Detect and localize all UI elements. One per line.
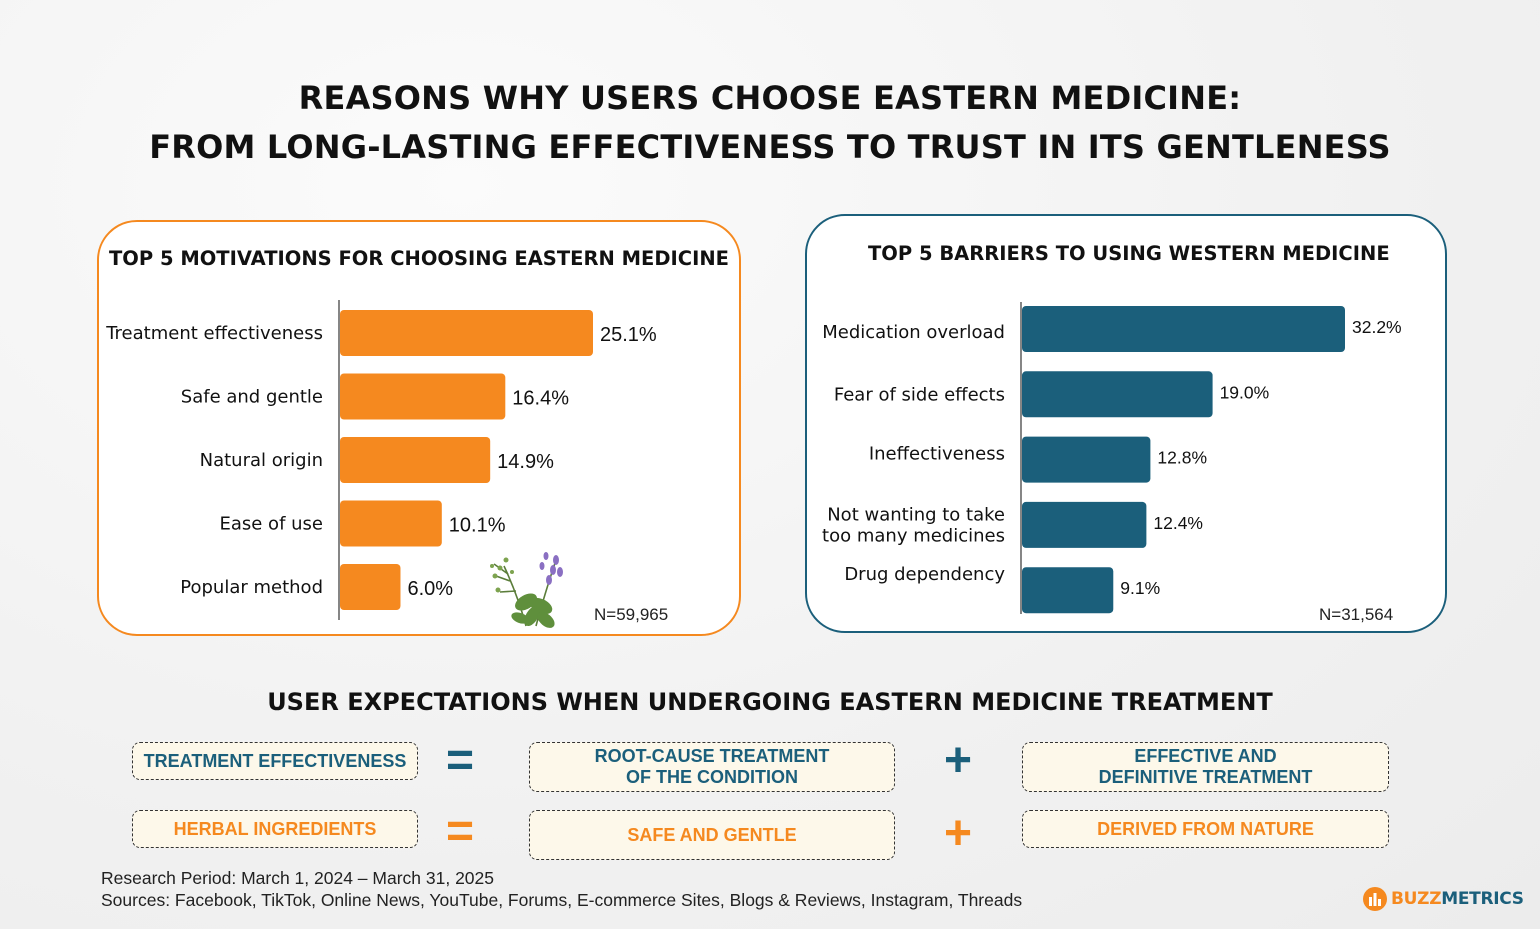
motivations-panel	[97, 220, 741, 636]
expectation-part-label: DERIVED FROM NATURE	[1097, 818, 1314, 839]
motivations-chart-title: TOP 5 MOTIVATIONS FOR CHOOSING EASTERN M…	[109, 247, 729, 270]
barriers-panel	[805, 214, 1447, 633]
barriers-sample-size: N=31,564	[1319, 605, 1394, 624]
page-title: REASONS WHY USERS CHOOSE EASTERN MEDICIN…	[0, 74, 1540, 172]
plus-sign: +	[943, 807, 973, 860]
expectation-term-treatment-effectiveness: TREATMENT EFFECTIVENESS	[132, 742, 418, 780]
expectations-title: USER EXPECTATIONS WHEN UNDERGOING EASTER…	[267, 688, 1273, 716]
equals-sign: =	[445, 734, 475, 787]
expectation-part-label: EFFECTIVE AND DEFINITIVE TREATMENT	[1098, 746, 1313, 787]
expectation-term-label: TREATMENT EFFECTIVENESS	[143, 750, 407, 771]
logo-text-buzz: BUZZ	[1391, 889, 1442, 909]
page-title-line2: FROM LONG-LASTING EFFECTIVENESS TO TRUST…	[149, 128, 1391, 166]
expectation-part-label: ROOT-CAUSE TREATMENT OF THE CONDITION	[594, 746, 830, 787]
expectation-part-safe-gentle: SAFE AND GENTLE	[529, 810, 895, 860]
expectation-part-label: SAFE AND GENTLE	[627, 824, 797, 845]
expectation-part-derived-nature: DERIVED FROM NATURE	[1022, 810, 1389, 848]
barriers-chart-title: TOP 5 BARRIERS TO USING WESTERN MEDICINE	[868, 242, 1390, 265]
expectation-part-root-cause: ROOT-CAUSE TREATMENT OF THE CONDITION	[529, 742, 895, 792]
logo-text-metrics: METRICS	[1441, 889, 1524, 909]
expectation-term-herbal-ingredients: HERBAL INGREDIENTS	[132, 810, 418, 848]
page-title-line1: REASONS WHY USERS CHOOSE EASTERN MEDICIN…	[298, 79, 1242, 117]
motivations-sample-size: N=59,965	[594, 605, 669, 624]
buzzmetrics-logo: BUZZMETRICS	[1362, 886, 1524, 912]
expectation-part-effective-definitive: EFFECTIVE AND DEFINITIVE TREATMENT	[1022, 742, 1389, 792]
buzzmetrics-logo-icon	[1363, 887, 1387, 911]
research-period: Research Period: March 1, 2024 – March 3…	[101, 868, 494, 888]
herb-illustration-icon	[490, 552, 563, 628]
equals-sign: =	[445, 805, 475, 858]
expectation-term-label: HERBAL INGREDIENTS	[173, 818, 377, 839]
sources: Sources: Facebook, TikTok, Online News, …	[101, 890, 1023, 910]
plus-sign: +	[943, 734, 973, 787]
